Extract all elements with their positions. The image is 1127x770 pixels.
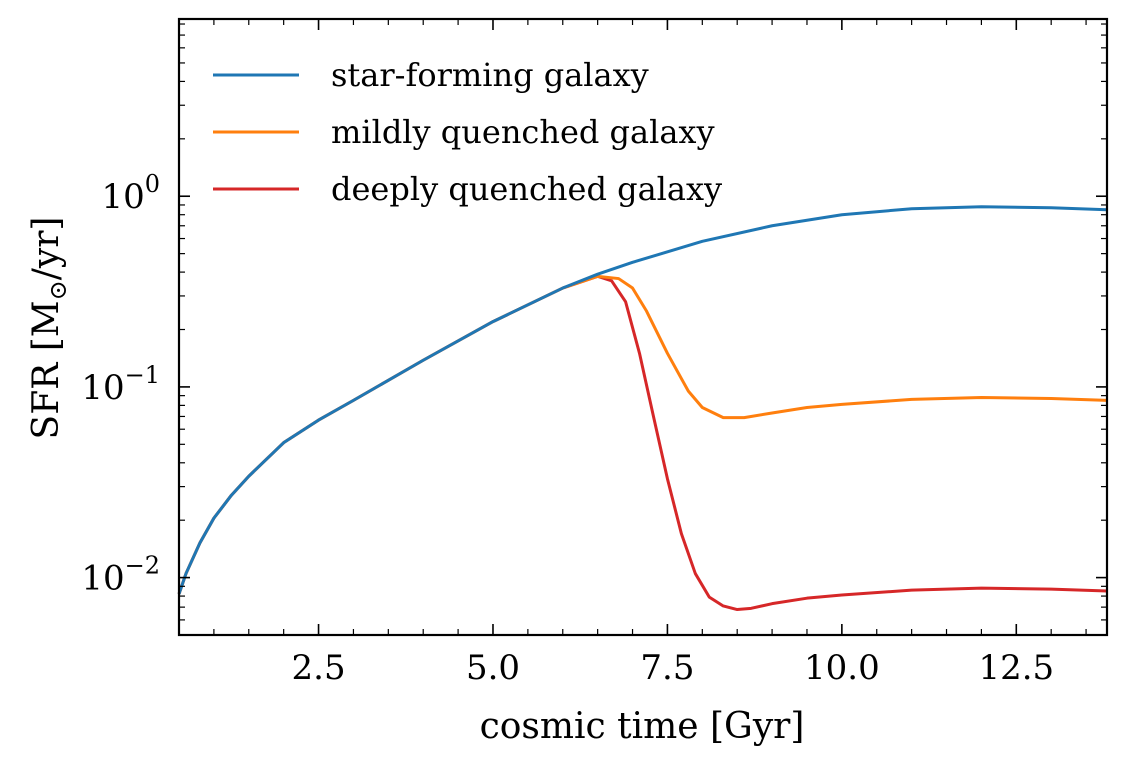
tick-labels: 2.5 5.0 7.5 10.0 12.5 10−2 10−1 100 <box>81 170 1054 688</box>
legend-label: deeply quenched galaxy <box>331 170 722 208</box>
y-tick-label: 10−2 <box>81 552 160 599</box>
legend: star-forming galaxy mildly quenched galax… <box>213 56 722 208</box>
x-tick-label: 10.0 <box>804 648 880 688</box>
series-line-0 <box>177 205 1108 595</box>
plot-frame <box>177 17 1109 637</box>
x-axis-label: cosmic time [Gyr] <box>480 706 805 747</box>
y-tick-label: 100 <box>101 170 160 217</box>
legend-label: mildly quenched galaxy <box>331 113 715 151</box>
y-axis-label: SFR [M⊙/yr] <box>26 217 72 440</box>
series-line-2 <box>177 274 1108 612</box>
x-tick-label: 5.0 <box>466 648 520 688</box>
x-tick-label: 12.5 <box>978 648 1054 688</box>
y-tick-label: 10−1 <box>81 361 160 408</box>
legend-label: star-forming galaxy <box>331 56 649 94</box>
x-tick-label: 7.5 <box>640 648 694 688</box>
plot-lines <box>177 205 1108 612</box>
series-line-1 <box>177 274 1108 595</box>
axis-ticks <box>178 19 1107 636</box>
x-tick-label: 2.5 <box>292 648 346 688</box>
